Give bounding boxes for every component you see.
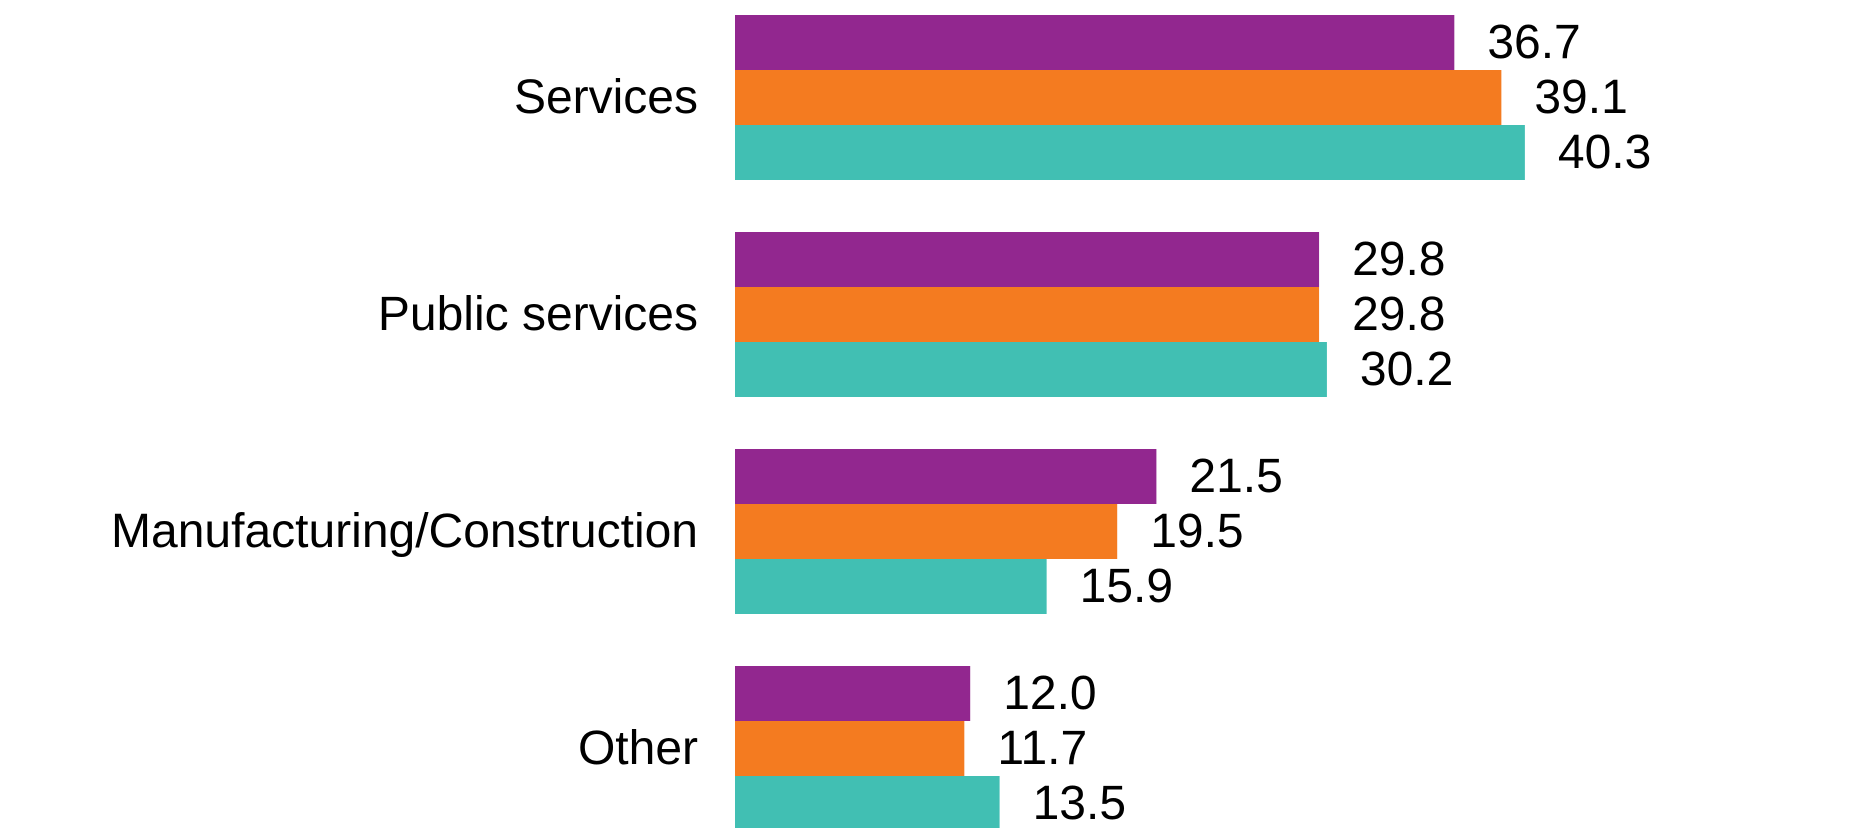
bar-3-0	[735, 666, 971, 721]
bar-1-1	[735, 287, 1320, 342]
value-label-2-1: 19.5	[1150, 505, 1243, 558]
category-label-2: Manufacturing/Construction	[111, 505, 698, 558]
value-label-3-1: 11.7	[997, 722, 1087, 775]
value-label-0-1: 39.1	[1534, 71, 1627, 124]
bar-2-1	[735, 504, 1118, 559]
bar-1-0	[735, 232, 1320, 287]
category-label-0: Services	[514, 71, 698, 124]
bar-2-0	[735, 449, 1157, 504]
value-label-2-0: 21.5	[1189, 450, 1282, 503]
value-label-1-0: 29.8	[1352, 233, 1445, 286]
value-label-2-2: 15.9	[1080, 560, 1173, 613]
bar-3-1	[735, 721, 965, 776]
category-label-1: Public services	[378, 288, 698, 341]
bar-0-2	[735, 125, 1525, 180]
bar-2-2	[735, 559, 1047, 614]
bar-0-0	[735, 15, 1455, 70]
value-label-3-0: 12.0	[1003, 667, 1096, 720]
category-label-3: Other	[578, 722, 698, 775]
value-label-1-1: 29.8	[1352, 288, 1445, 341]
value-label-0-2: 40.3	[1558, 126, 1651, 179]
value-label-0-0: 36.7	[1487, 16, 1580, 69]
value-label-1-2: 30.2	[1360, 343, 1453, 396]
value-label-3-2: 13.5	[1033, 777, 1126, 828]
bar-1-2	[735, 342, 1327, 397]
bar-0-1	[735, 70, 1502, 125]
bar-3-2	[735, 776, 1000, 828]
bars-layer	[735, 15, 1525, 828]
